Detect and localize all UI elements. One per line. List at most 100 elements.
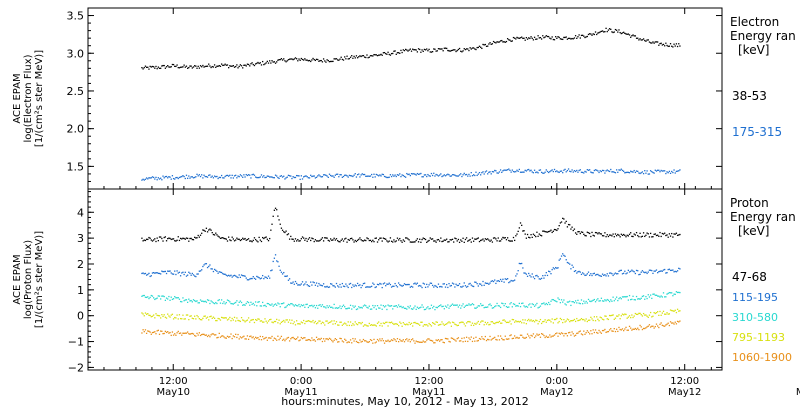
data-point — [589, 300, 591, 302]
data-point — [469, 282, 471, 285]
data-point — [312, 175, 314, 177]
data-point — [497, 305, 499, 307]
data-point — [283, 231, 285, 233]
data-point — [566, 38, 569, 40]
data-point — [209, 228, 211, 230]
data-point — [405, 324, 407, 326]
data-point — [623, 31, 625, 33]
data-point — [152, 271, 155, 274]
data-point — [469, 321, 471, 323]
data-point — [306, 284, 308, 286]
data-point — [679, 233, 681, 236]
data-point — [550, 38, 552, 40]
data-point — [458, 241, 461, 244]
data-point — [415, 340, 417, 342]
data-point — [154, 331, 156, 333]
data-point — [546, 35, 549, 38]
data-point — [623, 272, 625, 274]
data-point — [295, 240, 298, 242]
data-point — [586, 320, 588, 323]
data-point — [351, 324, 353, 327]
data-point — [250, 177, 252, 179]
data-point — [347, 321, 349, 323]
data-point — [605, 236, 607, 238]
data-point — [365, 286, 367, 288]
data-point — [331, 306, 333, 308]
data-point — [238, 301, 240, 304]
data-point — [545, 169, 547, 171]
data-point — [355, 340, 358, 343]
data-point — [259, 278, 261, 280]
data-point — [559, 170, 562, 172]
data-point — [434, 48, 436, 50]
data-point — [353, 324, 355, 326]
data-point — [448, 174, 450, 176]
data-point — [237, 304, 239, 306]
data-point — [540, 171, 543, 174]
data-point — [225, 317, 227, 319]
data-point — [260, 277, 263, 279]
data-point — [499, 240, 502, 242]
data-point — [430, 172, 433, 175]
data-point — [142, 294, 144, 297]
data-point — [537, 235, 539, 237]
data-point — [392, 322, 394, 325]
data-point — [424, 308, 427, 311]
data-point — [400, 322, 402, 325]
data-point — [184, 66, 186, 68]
data-point — [635, 295, 638, 298]
data-point — [461, 286, 463, 288]
data-point — [464, 238, 467, 241]
data-point — [149, 177, 151, 179]
data-point — [672, 46, 674, 48]
data-point — [562, 321, 564, 324]
data-point — [341, 58, 344, 61]
data-point — [355, 176, 358, 178]
data-point — [229, 301, 231, 303]
data-point — [515, 337, 517, 339]
data-point — [526, 233, 529, 236]
data-point — [376, 283, 379, 286]
data-point — [463, 323, 465, 325]
data-point — [512, 337, 515, 339]
data-point — [485, 282, 488, 285]
data-point — [581, 34, 584, 36]
data-point — [405, 48, 407, 51]
data-point — [260, 174, 263, 176]
data-point — [285, 230, 287, 232]
data-point — [326, 338, 328, 340]
data-point — [182, 297, 184, 299]
data-point — [604, 172, 606, 174]
data-point — [390, 339, 393, 341]
data-point — [363, 56, 366, 58]
data-point — [430, 339, 433, 342]
data-point — [589, 274, 591, 277]
data-point — [614, 172, 617, 174]
data-point — [263, 237, 265, 240]
data-point — [539, 234, 542, 236]
data-point — [157, 329, 159, 331]
data-point — [292, 304, 294, 306]
data-point — [660, 314, 662, 316]
data-point — [653, 42, 655, 44]
data-point — [381, 308, 383, 310]
data-point — [269, 337, 271, 339]
data-point — [461, 321, 463, 323]
data-point — [147, 238, 149, 241]
data-point — [533, 321, 536, 323]
data-point — [522, 230, 524, 232]
data-point — [294, 338, 297, 341]
data-point — [266, 175, 268, 177]
data-point — [597, 273, 599, 276]
data-point — [628, 172, 631, 174]
data-point — [252, 239, 254, 242]
data-point — [610, 299, 612, 301]
data-point — [530, 334, 532, 337]
data-point — [382, 322, 385, 324]
data-point — [220, 335, 223, 337]
data-point — [530, 306, 532, 308]
data-point — [297, 336, 299, 338]
data-point — [386, 53, 388, 55]
data-point — [478, 283, 481, 285]
data-point — [368, 305, 370, 307]
